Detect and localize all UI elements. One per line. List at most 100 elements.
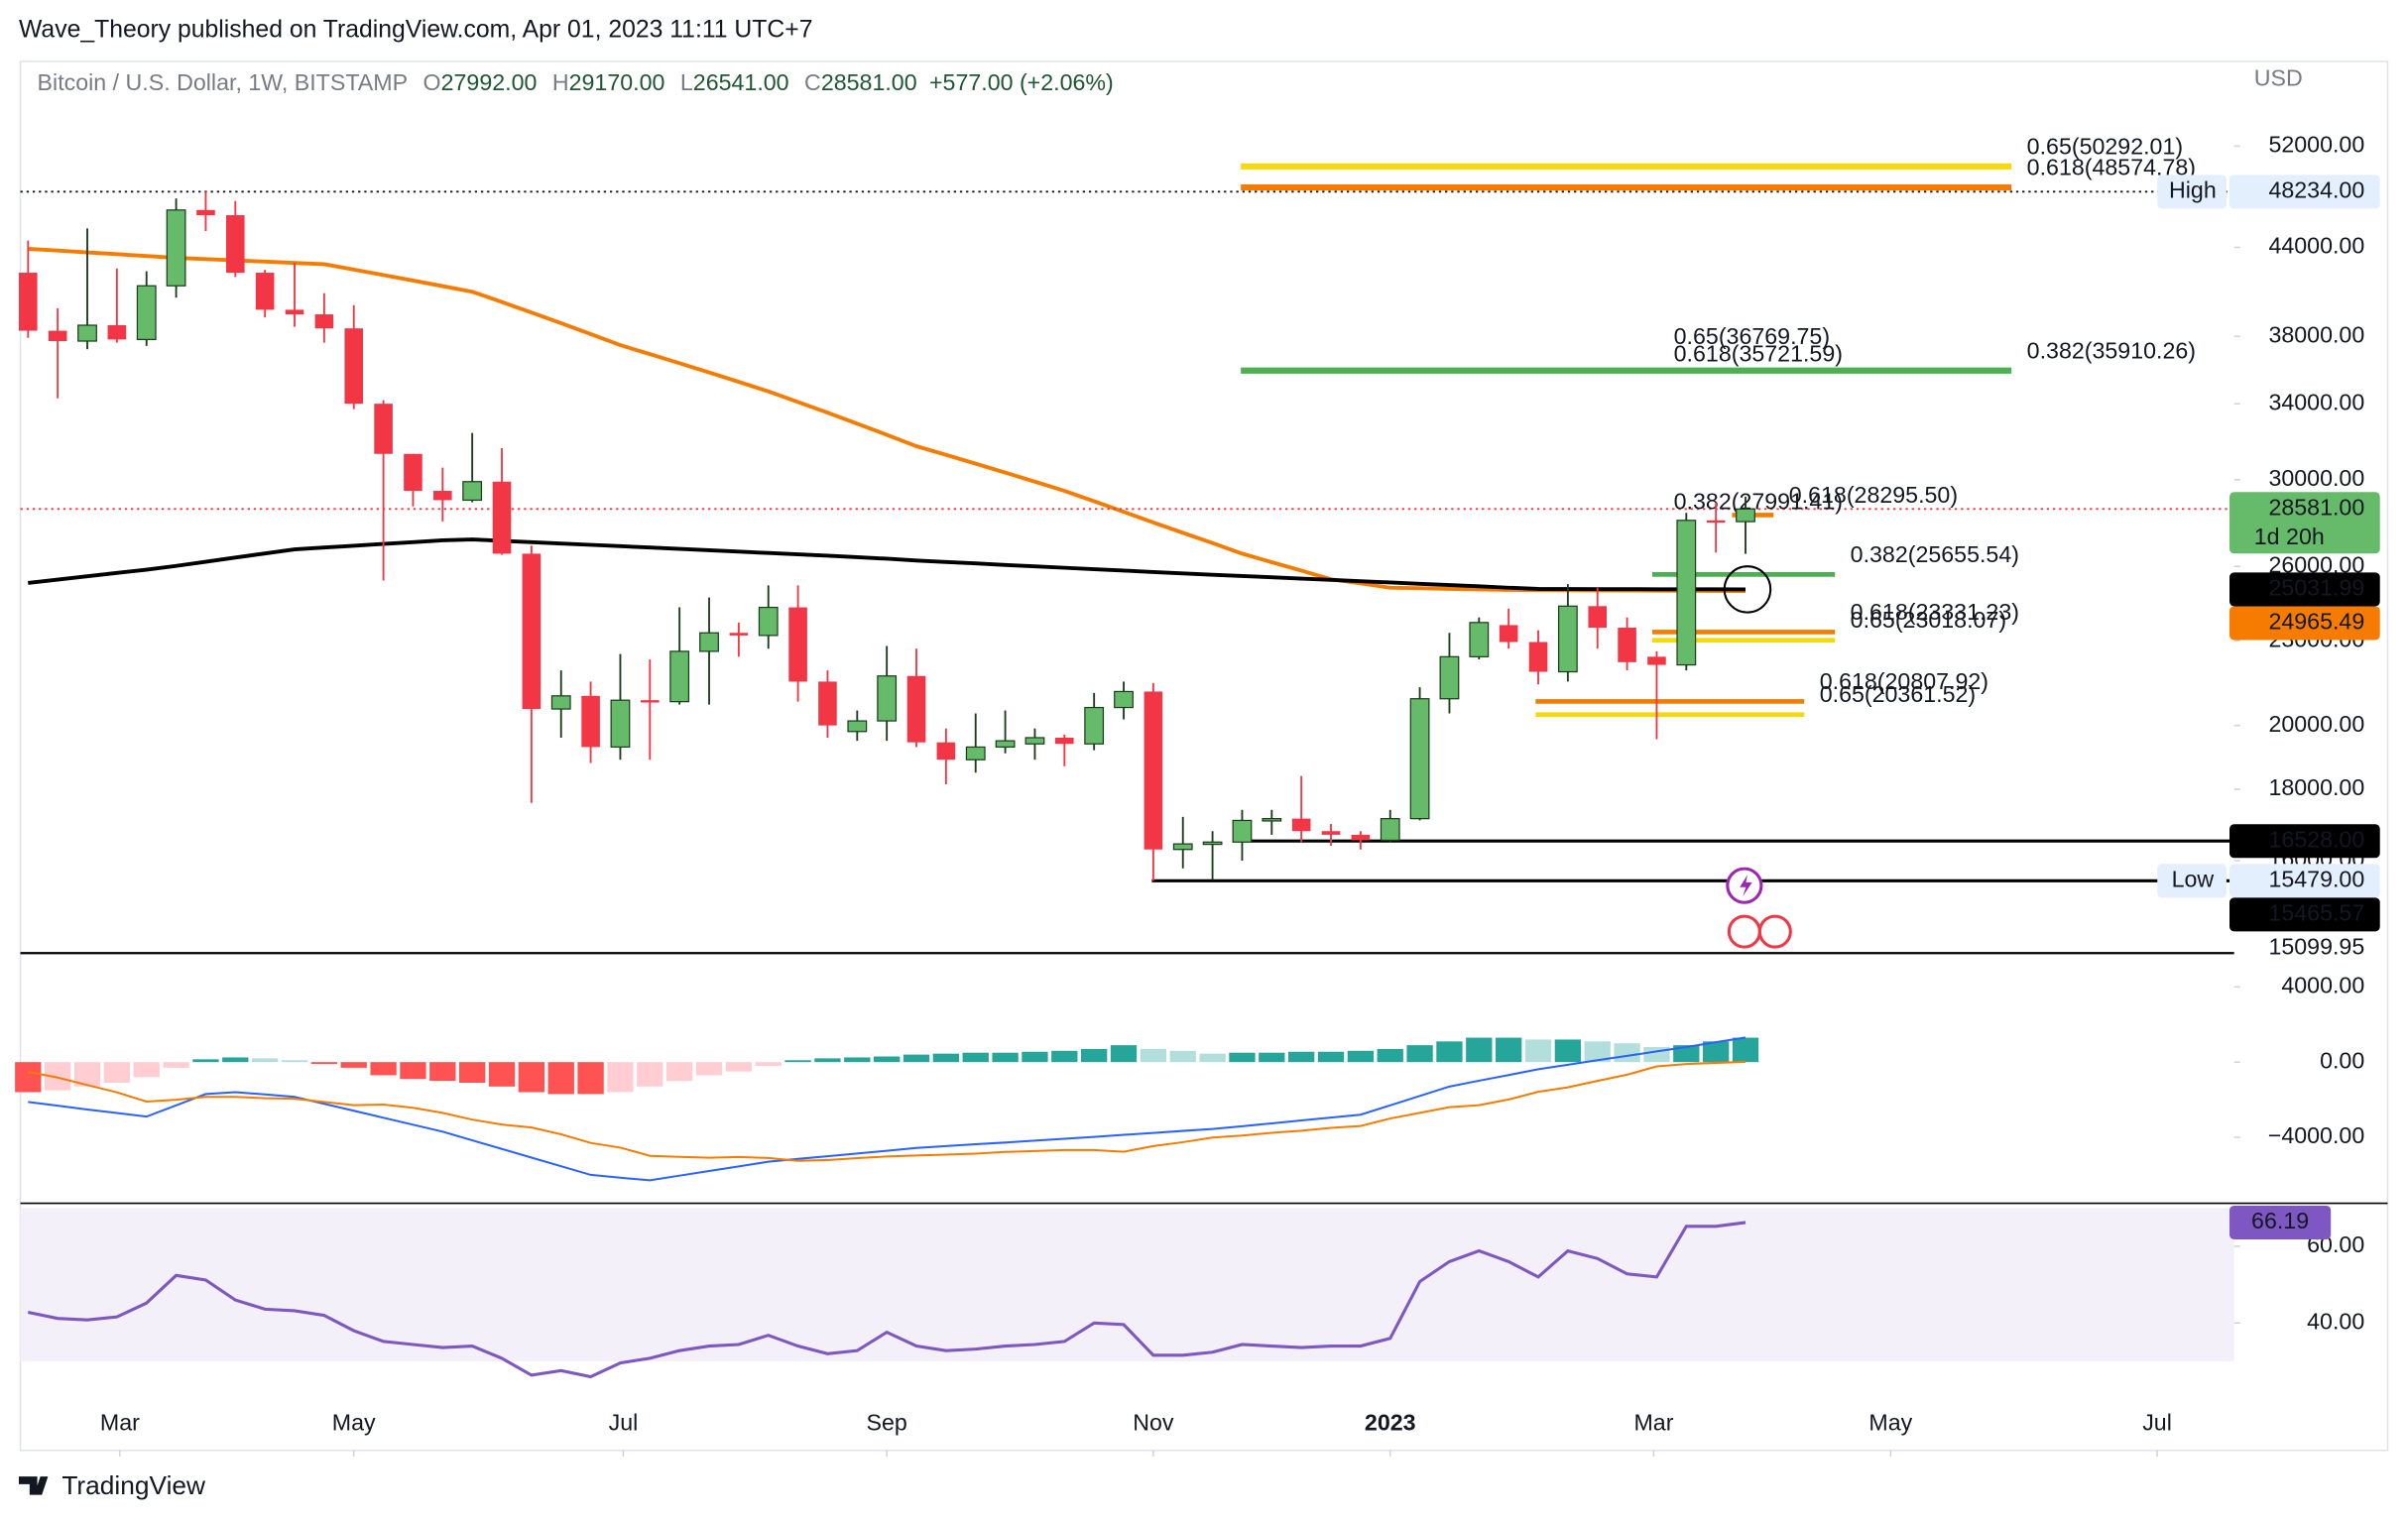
ohlc-key: O [423, 69, 441, 95]
price-tag [2229, 492, 2380, 554]
moving-average [28, 246, 1746, 593]
price-tag [2229, 175, 2380, 209]
x-tick-label: Mar [100, 1410, 140, 1436]
candle-body [1588, 606, 1608, 629]
fib-label: 0.65(36769.75) [1674, 323, 1830, 349]
candle-body [1351, 834, 1371, 841]
price-tag [2229, 572, 2380, 607]
candle-body [107, 325, 127, 340]
candle-body [847, 720, 868, 733]
macd-histogram-bar [607, 1062, 634, 1093]
price-tag-label: 25031.99 [2268, 575, 2364, 601]
ohlc-value: 28581.00 [821, 69, 917, 95]
macd-histogram-bar [874, 1056, 901, 1063]
macd-histogram-bar [1377, 1048, 1403, 1063]
candle-body [1202, 841, 1223, 846]
macd-histogram-bar [252, 1058, 279, 1063]
price-tag [2229, 606, 2380, 641]
candle-body [433, 491, 452, 501]
event-icon [1757, 914, 1792, 949]
fib-label: 0.618(23331.23) [1851, 599, 2019, 625]
fib-label: 0.65(20361.52) [1820, 681, 1976, 707]
y-tick-label: 40.00 [2307, 1308, 2364, 1334]
x-tick-label: Nov [1133, 1410, 1174, 1436]
macd-histogram-bar [666, 1062, 693, 1082]
macd-histogram-bar [1614, 1043, 1640, 1063]
macd-histogram-bar [103, 1062, 131, 1084]
ohlc-key: L [680, 69, 693, 95]
candle-body [1469, 622, 1490, 657]
price-tag-name-box [2157, 175, 2227, 209]
ohlc-key: H [552, 69, 569, 95]
candle-body [1439, 655, 1460, 700]
candle-body [1647, 656, 1666, 665]
macd-histogram-bar [133, 1062, 160, 1078]
candle-body [462, 481, 483, 502]
price-tag-label: 28581.00 [2268, 494, 2364, 520]
macd-histogram-bar [429, 1062, 456, 1082]
macd-histogram-bar [1022, 1051, 1048, 1063]
price-tag-label: 15465.57 [2268, 900, 2364, 926]
macd-histogram-bar [814, 1058, 841, 1063]
macd-histogram-bar [637, 1062, 663, 1087]
candle-body [877, 675, 898, 722]
y-tick-label: 38000.00 [2268, 321, 2364, 347]
macd-histogram-bar [222, 1057, 249, 1063]
price-tag [2229, 864, 2380, 898]
rsi-tag-label: 66.19 [2251, 1208, 2309, 1233]
moving-average [28, 537, 1746, 592]
candle-body [581, 695, 600, 748]
macd-histogram-bar [844, 1057, 871, 1063]
ohlc-value: 26541.00 [693, 69, 789, 95]
fib-label: 0.65(23018.07) [1851, 607, 2006, 633]
macd-histogram-bar [962, 1052, 989, 1063]
y-tick-label: 44000.00 [2268, 233, 2364, 259]
macd-histogram-bar [1673, 1045, 1700, 1063]
macd-histogram-bar [1496, 1037, 1522, 1063]
macd-histogram-bar [1436, 1041, 1463, 1063]
macd-histogram-bar [1259, 1052, 1285, 1063]
candle-body [965, 746, 986, 760]
macd-histogram-bar [784, 1060, 811, 1063]
candle-body [255, 273, 275, 310]
price-tag-label: 16528.00 [2268, 826, 2364, 852]
x-tick-label: May [1868, 1410, 1912, 1436]
candle-body [1706, 520, 1726, 524]
currency: USD [2254, 65, 2303, 91]
candle-body [1291, 818, 1311, 832]
macd-histogram-bar [903, 1054, 930, 1063]
ohlc-value: 27992.00 [441, 69, 538, 95]
symbol: Bitcoin / U.S. Dollar, 1W, BITSTAMP [38, 69, 409, 95]
candle-body [1172, 843, 1193, 851]
event-icon-glyph [1740, 875, 1752, 896]
y-tick-label: 30000.00 [2268, 465, 2364, 491]
candle-body [669, 650, 690, 703]
macd-histogram-bar [459, 1062, 486, 1084]
candle-body [285, 309, 304, 315]
rsi-band [20, 1208, 2234, 1362]
rsi-line [27, 1221, 1746, 1379]
candle-body [550, 695, 571, 710]
macd-histogram-bar [1051, 1050, 1078, 1063]
change: +577.00 (+2.06%) [929, 69, 1114, 95]
macd-histogram-bar [1406, 1045, 1433, 1063]
macd-histogram-bar [695, 1062, 723, 1076]
candle-body [344, 328, 364, 405]
macd-histogram-bar [725, 1062, 753, 1072]
macd-histogram-bar [400, 1062, 426, 1080]
macd-histogram-bar [310, 1062, 338, 1065]
fib-label: 0.618(20807.92) [1820, 668, 1988, 694]
macd-histogram-bar [1081, 1048, 1108, 1063]
y-tick-label: 0.00 [2320, 1047, 2364, 1073]
price-tag-name: Low [2172, 866, 2215, 891]
y-tick-label: 4000.00 [2281, 972, 2364, 997]
macd-histogram-bar [518, 1062, 545, 1093]
macd-histogram-bar [1524, 1039, 1552, 1063]
macd-histogram-bar [488, 1062, 516, 1087]
price-tag-label: 24965.49 [2268, 609, 2364, 635]
price-tag-name-box [2157, 864, 2227, 898]
x-tick-label: 2023 [1365, 1410, 1416, 1436]
macd-histogram-bar [370, 1062, 397, 1076]
candle-body [1676, 520, 1697, 666]
